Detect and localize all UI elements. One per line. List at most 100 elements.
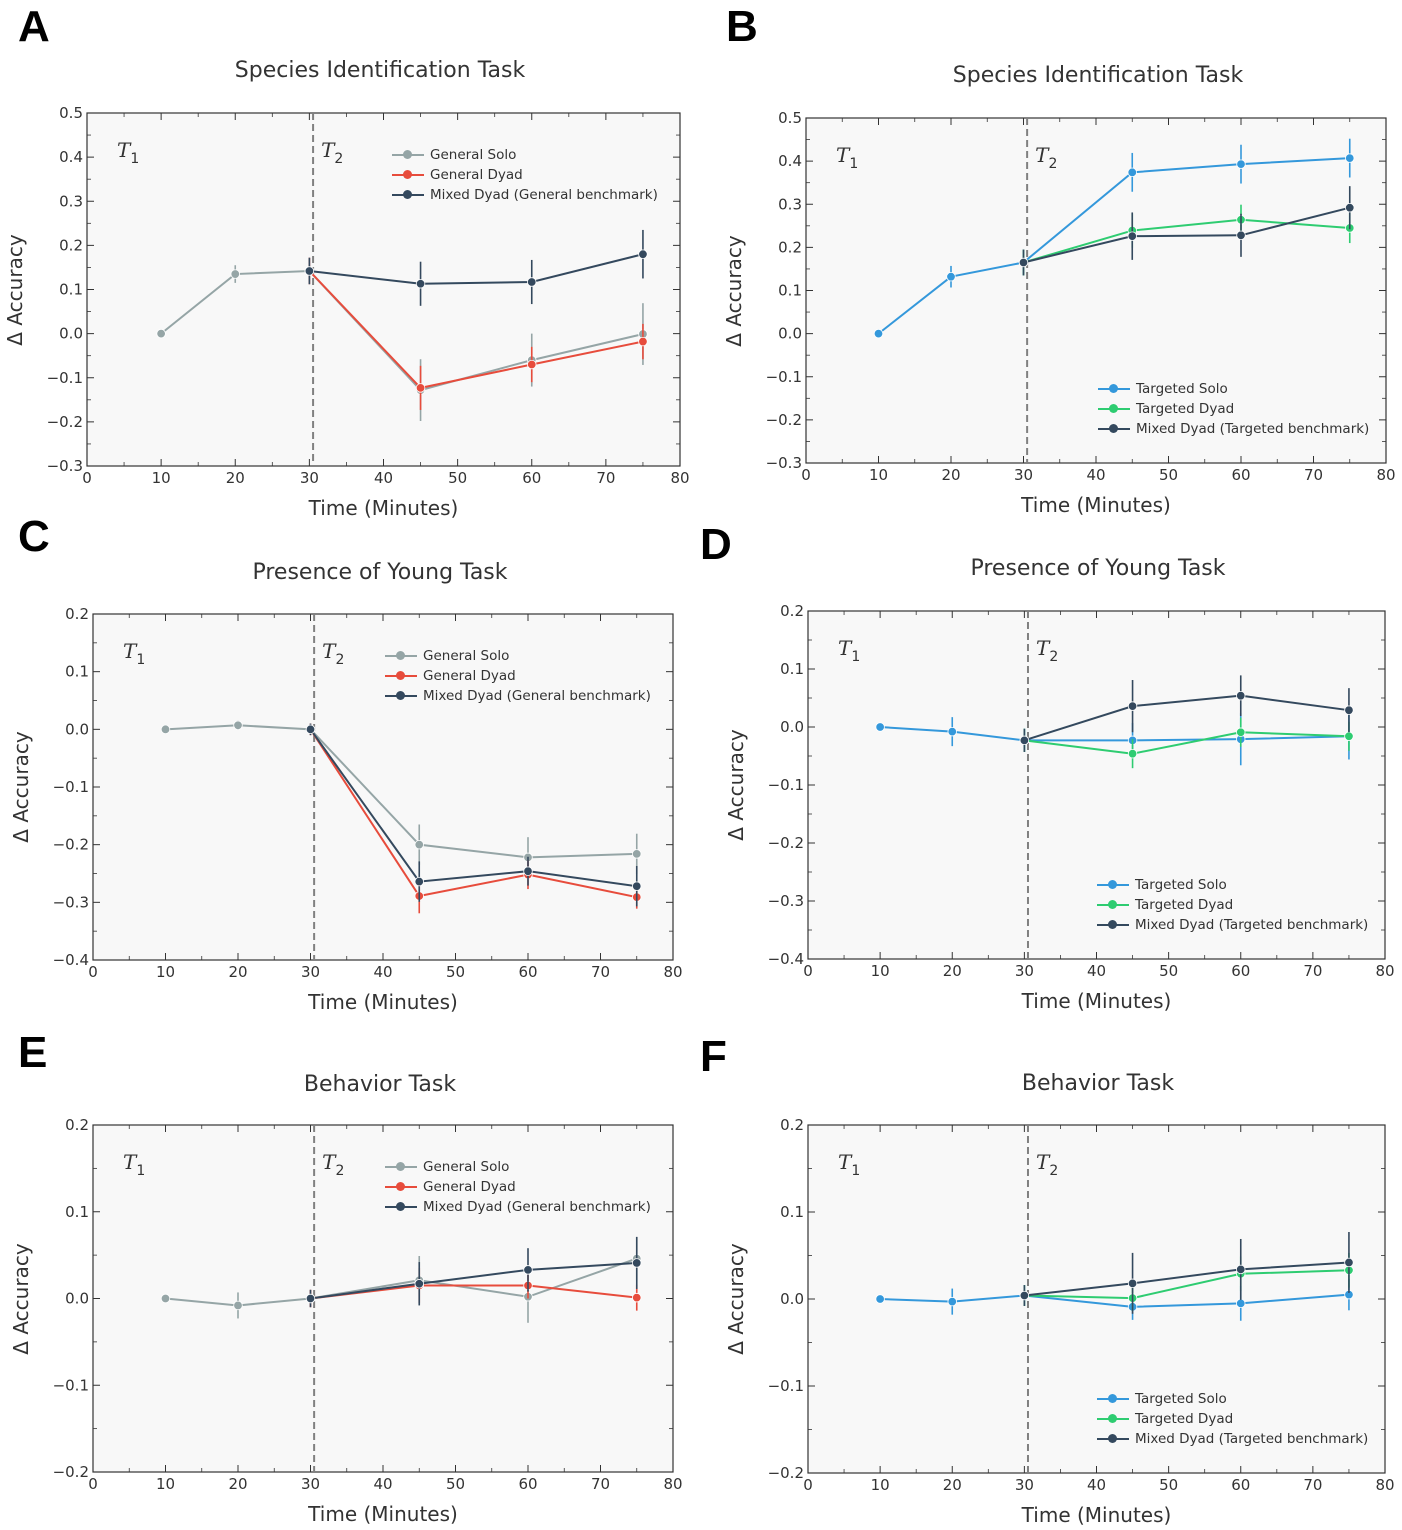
y-tick-label: 0.1 [780, 660, 804, 678]
data-point [305, 724, 316, 735]
legend-marker [1096, 383, 1132, 395]
legend-item: Targeted Dyad [1095, 895, 1385, 915]
data-point [1019, 1290, 1030, 1301]
legend-item: Targeted Solo [1096, 379, 1386, 399]
legend: Targeted Solo Targeted Dyad Mixed Dyad (Ta… [1095, 1389, 1385, 1449]
y-tick-label: −0.1 [768, 776, 804, 794]
legend-item: Mixed Dyad (Targeted benchmark) [1095, 1429, 1385, 1449]
y-tick-label: −0.2 [768, 834, 804, 852]
chart-svg: 0 10 20 30 40 50 60 70 80 −0.3 −0.2 −0.1 0.0 0.1 0.2 0.… [47, 104, 690, 487]
y-tick-label: −0.2 [53, 1463, 89, 1481]
data-point [156, 328, 166, 339]
x-tick-label: 60 [1231, 466, 1250, 484]
series-line [308, 270, 644, 389]
x-tick-label: 50 [446, 963, 465, 981]
y-tick-label: −0.4 [53, 951, 89, 969]
chart-panel-a: A Species Identification Task Time (Minute… [0, 0, 700, 520]
data-point [1127, 748, 1138, 759]
panel-label: F [700, 1032, 727, 1081]
y-tick-label: −0.3 [768, 892, 804, 910]
data-point [1344, 731, 1354, 741]
legend: Targeted Solo Targeted Dyad Mixed Dyad (Ta… [1096, 379, 1386, 439]
legend-label: Targeted Dyad [1135, 897, 1234, 913]
data-point [1345, 202, 1355, 213]
data-point [233, 720, 243, 730]
series-line [1024, 1261, 1350, 1297]
data-point [414, 876, 424, 887]
x-tick-label: 80 [670, 469, 689, 487]
data-point [1019, 735, 1030, 746]
series-line [310, 1261, 637, 1300]
legend-marker [383, 650, 419, 662]
x-tick-label: 10 [156, 1475, 175, 1493]
x-axis-label: Time (Minutes) [308, 990, 458, 1014]
x-tick-label: 50 [448, 469, 467, 487]
y-tick-label: 0.0 [780, 1290, 804, 1308]
x-tick-label: 30 [1014, 466, 1033, 484]
y-tick-label: −0.2 [53, 836, 89, 854]
data-point [523, 866, 533, 876]
legend-marker [1095, 1393, 1131, 1405]
data-point [1236, 159, 1246, 169]
legend-item: General Solo [383, 646, 673, 666]
x-tick-label: 10 [152, 469, 171, 487]
x-tick-label: 50 [1159, 962, 1178, 980]
legend-marker [1096, 423, 1132, 435]
y-tick-label: −0.1 [53, 778, 89, 796]
x-tick-label: 70 [596, 469, 615, 487]
x-tick-label: 30 [301, 1475, 320, 1493]
legend-item: Targeted Dyad [1096, 399, 1386, 419]
data-point [947, 1296, 957, 1307]
legend-item: Mixed Dyad (Targeted benchmark) [1095, 915, 1385, 935]
y-tick-label: 0.5 [59, 104, 83, 122]
x-tick-label: 50 [1159, 466, 1178, 484]
legend-label: Mixed Dyad (General benchmark) [430, 187, 658, 203]
chart-panel-c: C Presence of Young Task Time (Minutes) Δ A… [0, 510, 700, 1020]
series-line [1023, 206, 1350, 264]
legend-item: Mixed Dyad (General benchmark) [383, 1197, 673, 1217]
y-tick-label: 0.0 [65, 1290, 89, 1308]
data-point [1236, 1298, 1246, 1309]
y-tick-label: −0.2 [768, 1464, 804, 1482]
series-line [1024, 694, 1350, 742]
x-tick-label: 0 [82, 469, 92, 487]
chart-panel-f: F Behavior Task Time (Minutes) Δ Accuracy 0 1… [700, 1020, 1400, 1530]
y-tick-label: 0.5 [778, 109, 802, 127]
series-line [309, 728, 637, 899]
x-tick-label: 60 [1231, 962, 1250, 980]
x-tick-label: 80 [663, 963, 682, 981]
chart-svg: 0 10 20 30 40 50 60 70 80 −0.4 −0.3 −0.2 −0.1 0.0 0.1 0… [768, 602, 1395, 980]
legend: General Solo General Dyad Mixed Dyad (Gene… [383, 646, 673, 706]
data-point [1236, 690, 1246, 701]
data-point [304, 266, 315, 276]
plot-area [805, 117, 1387, 464]
panel-label: D [700, 520, 732, 569]
x-tick-label: 0 [88, 1475, 98, 1493]
y-tick-label: 0.1 [780, 1203, 804, 1221]
data-point [233, 1300, 243, 1311]
y-tick-label: −0.4 [768, 950, 804, 968]
legend-label: Mixed Dyad (General benchmark) [423, 1199, 651, 1215]
legend-marker [1095, 919, 1131, 931]
data-point [523, 1265, 533, 1275]
legend-marker [1095, 899, 1131, 911]
chart-title: Presence of Young Task [970, 556, 1226, 581]
y-tick-label: 0.4 [59, 148, 83, 166]
legend-item: Targeted Dyad [1095, 1409, 1385, 1429]
chart-title: Species Identification Task [234, 58, 526, 83]
y-tick-label: −0.1 [53, 1376, 89, 1394]
data-point [875, 722, 885, 732]
y-tick-label: 0.2 [780, 1116, 804, 1134]
y-tick-label: 0.2 [65, 605, 89, 623]
plot-area [92, 613, 674, 961]
panel-label: E [18, 1028, 48, 1077]
y-tick-label: 0.1 [59, 281, 83, 299]
legend-item: General Dyad [383, 1177, 673, 1197]
series-line [877, 157, 1350, 335]
chart-svg: 0 10 20 30 40 50 60 70 80−0.2−0.10.00.10.2T1 T2 [768, 1116, 1395, 1494]
data-point [875, 1294, 885, 1304]
chart-svg: 0 10 20 30 40 50 60 70 80−0.2−0.10.00.10.2T1 T2 [53, 1116, 683, 1493]
legend-marker [1096, 403, 1132, 415]
legend-marker [1095, 879, 1131, 891]
plot-area [92, 1124, 674, 1473]
